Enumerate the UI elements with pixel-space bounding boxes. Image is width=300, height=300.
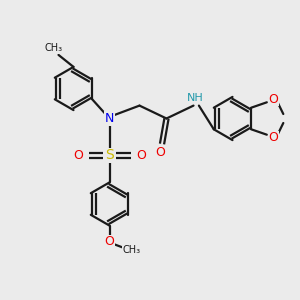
- Text: O: O: [268, 131, 278, 144]
- Text: O: O: [136, 149, 146, 162]
- Text: O: O: [156, 146, 165, 159]
- Text: O: O: [73, 149, 83, 162]
- Text: N: N: [105, 112, 114, 125]
- Text: S: S: [105, 148, 114, 162]
- Text: CH₃: CH₃: [45, 43, 63, 53]
- Text: O: O: [268, 93, 278, 106]
- Text: CH₃: CH₃: [122, 244, 140, 255]
- Text: NH: NH: [187, 93, 203, 103]
- Text: O: O: [105, 235, 114, 248]
